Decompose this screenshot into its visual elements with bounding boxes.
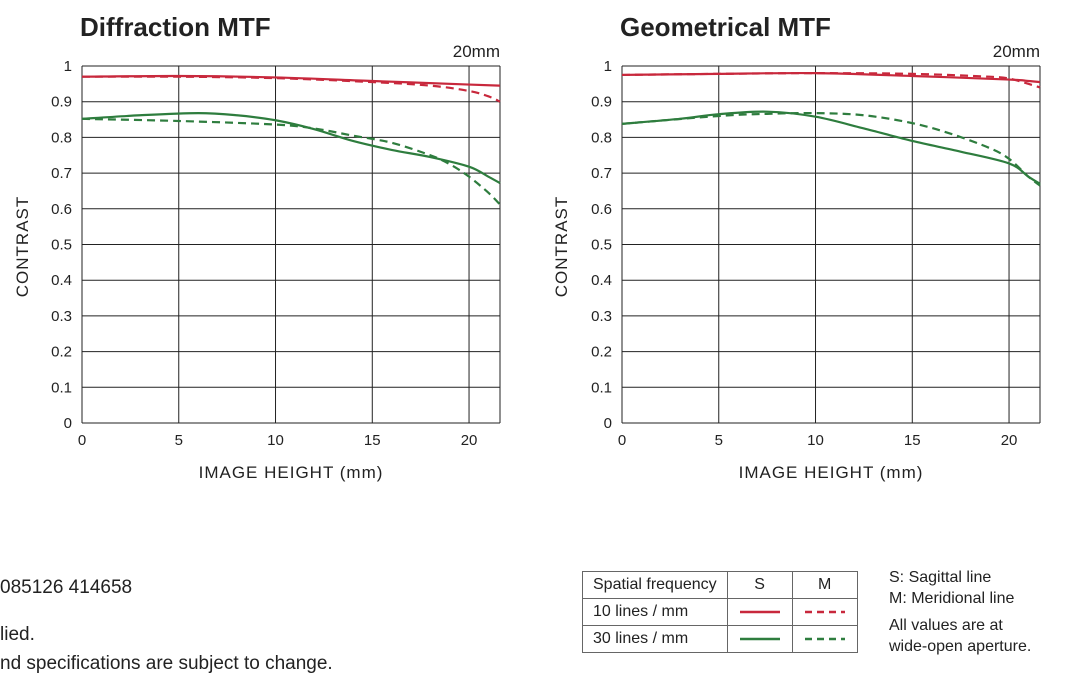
footer-line-3: nd specifications are subject to change. bbox=[0, 653, 333, 674]
x-tick-label: 20 bbox=[461, 432, 478, 449]
series-line-30-s bbox=[621, 110, 1041, 185]
series-line-30-m bbox=[621, 111, 1041, 187]
y-tick-label: 0.2 bbox=[591, 344, 612, 361]
x-axis-label: IMAGE HEIGHT (mm) bbox=[199, 463, 384, 482]
legend-swatch-30-s bbox=[726, 625, 793, 653]
y-tick-label: 0.4 bbox=[51, 272, 72, 289]
y-tick-label: 0.2 bbox=[51, 344, 72, 361]
series-line-10-s bbox=[81, 74, 501, 87]
legend-swatch-30-m bbox=[791, 625, 858, 653]
chart-title: Diffraction MTF bbox=[80, 12, 271, 42]
footer-line-2: lied. bbox=[0, 624, 35, 645]
legend-swatch-10-m bbox=[791, 598, 858, 626]
legend-header-frequency: Spatial frequency bbox=[582, 571, 728, 599]
diffraction-mtf-chart: Diffraction MTF 20mm 0 0.1 0.2 0.3 0.4 0.5 0.6 0.… bbox=[13, 12, 501, 482]
legend-row-label: 10 lines / mm bbox=[582, 598, 728, 626]
y-tick-label: 0.8 bbox=[51, 129, 72, 146]
note-aperture-2: wide-open aperture. bbox=[889, 638, 1032, 655]
legend-notes: S: Sagittal line M: Meridional line All … bbox=[889, 567, 1031, 657]
note-meridional: M: Meridional line bbox=[889, 590, 1015, 607]
y-tick-label: 0.4 bbox=[591, 272, 612, 289]
y-tick-label: 0.3 bbox=[51, 308, 72, 325]
y-tick-label: 1 bbox=[604, 58, 612, 75]
y-axis-label: CONTRAST bbox=[552, 196, 571, 298]
x-tick-label: 10 bbox=[807, 432, 824, 449]
x-tick-label: 15 bbox=[364, 432, 381, 449]
x-tick-label: 0 bbox=[618, 432, 626, 449]
y-tick-label: 0 bbox=[604, 415, 612, 432]
note-aperture-1: All values are at bbox=[889, 617, 1003, 634]
legend-header-row: Spatial frequency S M bbox=[582, 571, 858, 599]
series-line-10-m bbox=[81, 75, 501, 103]
y-tick-label: 0.5 bbox=[51, 237, 72, 254]
x-tick-label: 5 bbox=[715, 432, 723, 449]
x-tick-label: 15 bbox=[904, 432, 921, 449]
x-axis-label: IMAGE HEIGHT (mm) bbox=[739, 463, 924, 482]
y-tick-label: 0.7 bbox=[51, 165, 72, 182]
y-tick-label: 0.8 bbox=[591, 129, 612, 146]
series-line-30-m bbox=[81, 117, 501, 206]
footer-line-1: 085126 414658 bbox=[0, 577, 133, 598]
x-tick-label: 10 bbox=[267, 432, 284, 449]
y-tick-label: 0.1 bbox=[591, 379, 612, 396]
x-tick-label: 0 bbox=[78, 432, 86, 449]
legend-table: Spatial frequency S M 10 lines / mm 30 l… bbox=[582, 571, 858, 653]
geometrical-mtf-chart: Geometrical MTF 20mm 0 0.1 0.2 0.3 0.4 0.5 0.6 0.… bbox=[552, 12, 1041, 482]
focal-length-label: 20mm bbox=[993, 42, 1040, 61]
legend-row-label: 30 lines / mm bbox=[582, 625, 728, 653]
series-line-10-m bbox=[621, 72, 1041, 89]
y-tick-label: 0.9 bbox=[591, 94, 612, 111]
y-tick-label: 0.7 bbox=[591, 165, 612, 182]
y-tick-label: 0.6 bbox=[591, 201, 612, 218]
focal-length-label: 20mm bbox=[453, 42, 500, 61]
note-sagittal: S: Sagittal line bbox=[889, 569, 992, 586]
chart-title: Geometrical MTF bbox=[620, 12, 831, 42]
legend-row-30lines: 30 lines / mm bbox=[582, 625, 858, 653]
y-tick-label: 1 bbox=[64, 58, 72, 75]
y-tick-label: 0.1 bbox=[51, 379, 72, 396]
legend-header-m: M bbox=[791, 571, 858, 599]
y-axis-label: CONTRAST bbox=[13, 196, 32, 298]
series-line-30-s bbox=[81, 112, 501, 185]
y-tick-label: 0.9 bbox=[51, 94, 72, 111]
y-tick-label: 0 bbox=[64, 415, 72, 432]
series-line-10-s bbox=[621, 71, 1041, 84]
x-tick-label: 5 bbox=[175, 432, 183, 449]
y-tick-label: 0.3 bbox=[591, 308, 612, 325]
legend-header-s: S bbox=[726, 571, 793, 599]
legend-row-10lines: 10 lines / mm bbox=[582, 598, 858, 626]
y-tick-label: 0.5 bbox=[591, 237, 612, 254]
y-tick-label: 0.6 bbox=[51, 201, 72, 218]
legend-swatch-10-s bbox=[726, 598, 793, 626]
x-tick-label: 20 bbox=[1001, 432, 1018, 449]
